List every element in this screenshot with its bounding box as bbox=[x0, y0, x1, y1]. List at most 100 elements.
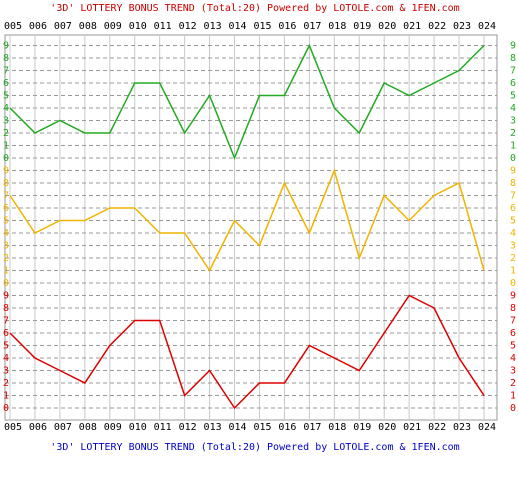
y-tick-label: 1 bbox=[3, 391, 9, 402]
x-tick-label: 008 bbox=[79, 422, 97, 433]
y-tick-label: 9 bbox=[510, 166, 516, 177]
x-tick-label: 007 bbox=[54, 422, 72, 433]
y-tick-label: 3 bbox=[3, 116, 9, 127]
y-tick-label: 6 bbox=[3, 203, 9, 214]
x-tick-label: 006 bbox=[29, 21, 47, 32]
y-tick-label: 7 bbox=[510, 191, 516, 202]
chart-title: '3D' LOTTERY BONUS TREND (Total:20) Powe… bbox=[50, 3, 459, 14]
y-tick-label: 0 bbox=[510, 153, 516, 164]
x-tick-label: 024 bbox=[478, 422, 496, 433]
x-tick-label: 018 bbox=[328, 21, 346, 32]
y-tick-label: 6 bbox=[510, 203, 516, 214]
x-tick-label: 018 bbox=[328, 422, 346, 433]
y-tick-label: 5 bbox=[3, 341, 9, 352]
y-tick-label: 7 bbox=[3, 191, 9, 202]
y-tick-label: 6 bbox=[510, 78, 516, 89]
x-tick-label: 011 bbox=[154, 422, 172, 433]
y-tick-label: 0 bbox=[3, 278, 9, 289]
y-tick-label: 0 bbox=[510, 278, 516, 289]
y-tick-label: 7 bbox=[3, 66, 9, 77]
y-tick-label: 3 bbox=[510, 116, 516, 127]
y-tick-label: 0 bbox=[510, 403, 516, 414]
y-tick-label: 4 bbox=[3, 103, 9, 114]
x-tick-label: 024 bbox=[478, 21, 496, 32]
y-tick-label: 8 bbox=[3, 178, 9, 189]
y-tick-label: 7 bbox=[510, 66, 516, 77]
x-tick-label: 013 bbox=[204, 422, 222, 433]
y-tick-label: 4 bbox=[510, 228, 516, 239]
y-tick-label: 8 bbox=[3, 303, 9, 314]
x-tick-label: 009 bbox=[104, 21, 122, 32]
y-tick-label: 2 bbox=[3, 253, 9, 264]
y-tick-label: 1 bbox=[3, 266, 9, 277]
trend-line bbox=[9, 168, 485, 272]
y-tick-label: 1 bbox=[510, 266, 516, 277]
y-tick-label: 9 bbox=[3, 166, 9, 177]
x-tick-label: 008 bbox=[79, 21, 97, 32]
y-tick-label: 9 bbox=[3, 41, 9, 52]
y-tick-label: 4 bbox=[510, 103, 516, 114]
x-tick-label: 017 bbox=[303, 21, 321, 32]
x-tick-label: 006 bbox=[29, 422, 47, 433]
y-tick-label: 3 bbox=[510, 366, 516, 377]
y-tick-label: 5 bbox=[510, 216, 516, 227]
x-tick-label: 017 bbox=[303, 422, 321, 433]
y-tick-label: 1 bbox=[510, 391, 516, 402]
y-tick-label: 3 bbox=[3, 241, 9, 252]
y-tick-label: 2 bbox=[3, 128, 9, 139]
x-tick-label: 021 bbox=[403, 422, 421, 433]
y-tick-label: 6 bbox=[3, 78, 9, 89]
y-tick-label: 1 bbox=[510, 141, 516, 152]
y-tick-label: 2 bbox=[3, 378, 9, 389]
x-tick-label: 011 bbox=[154, 21, 172, 32]
y-tick-label: 0 bbox=[3, 403, 9, 414]
x-tick-label: 005 bbox=[4, 422, 22, 433]
x-tick-label: 019 bbox=[353, 21, 371, 32]
x-tick-label: 007 bbox=[54, 21, 72, 32]
x-tick-label: 022 bbox=[428, 422, 446, 433]
y-tick-label: 1 bbox=[3, 141, 9, 152]
x-tick-label: 019 bbox=[353, 422, 371, 433]
y-tick-label: 4 bbox=[3, 228, 9, 239]
y-tick-label: 6 bbox=[510, 328, 516, 339]
y-tick-label: 9 bbox=[510, 291, 516, 302]
x-tick-label: 023 bbox=[453, 21, 471, 32]
y-tick-label: 5 bbox=[510, 341, 516, 352]
x-tick-label: 009 bbox=[104, 422, 122, 433]
y-tick-label: 4 bbox=[510, 353, 516, 364]
y-tick-label: 3 bbox=[3, 366, 9, 377]
x-tick-label: 016 bbox=[278, 422, 296, 433]
y-tick-label: 8 bbox=[510, 53, 516, 64]
x-tick-label: 016 bbox=[278, 21, 296, 32]
y-tick-label: 2 bbox=[510, 128, 516, 139]
y-tick-label: 7 bbox=[3, 316, 9, 327]
x-tick-label: 021 bbox=[403, 21, 421, 32]
x-tick-label: 023 bbox=[453, 422, 471, 433]
y-tick-label: 9 bbox=[3, 291, 9, 302]
x-tick-label: 014 bbox=[228, 21, 246, 32]
y-tick-label: 3 bbox=[510, 241, 516, 252]
y-tick-label: 8 bbox=[3, 53, 9, 64]
y-tick-label: 8 bbox=[510, 303, 516, 314]
y-tick-label: 2 bbox=[510, 378, 516, 389]
x-tick-label: 020 bbox=[378, 21, 396, 32]
x-tick-label: 022 bbox=[428, 21, 446, 32]
y-tick-label: 8 bbox=[510, 178, 516, 189]
y-tick-label: 2 bbox=[510, 253, 516, 264]
x-tick-label: 020 bbox=[378, 422, 396, 433]
x-tick-label: 005 bbox=[4, 21, 22, 32]
x-tick-label: 010 bbox=[129, 422, 147, 433]
y-tick-label: 6 bbox=[3, 328, 9, 339]
y-tick-label: 9 bbox=[510, 41, 516, 52]
x-tick-label: 013 bbox=[204, 21, 222, 32]
y-tick-label: 5 bbox=[3, 216, 9, 227]
x-tick-label: 015 bbox=[253, 21, 271, 32]
x-tick-label: 012 bbox=[179, 422, 197, 433]
x-tick-label: 010 bbox=[129, 21, 147, 32]
x-tick-label: 014 bbox=[228, 422, 246, 433]
y-tick-label: 0 bbox=[3, 153, 9, 164]
trend-line bbox=[9, 43, 485, 161]
y-tick-label: 7 bbox=[510, 316, 516, 327]
x-tick-label: 015 bbox=[253, 422, 271, 433]
